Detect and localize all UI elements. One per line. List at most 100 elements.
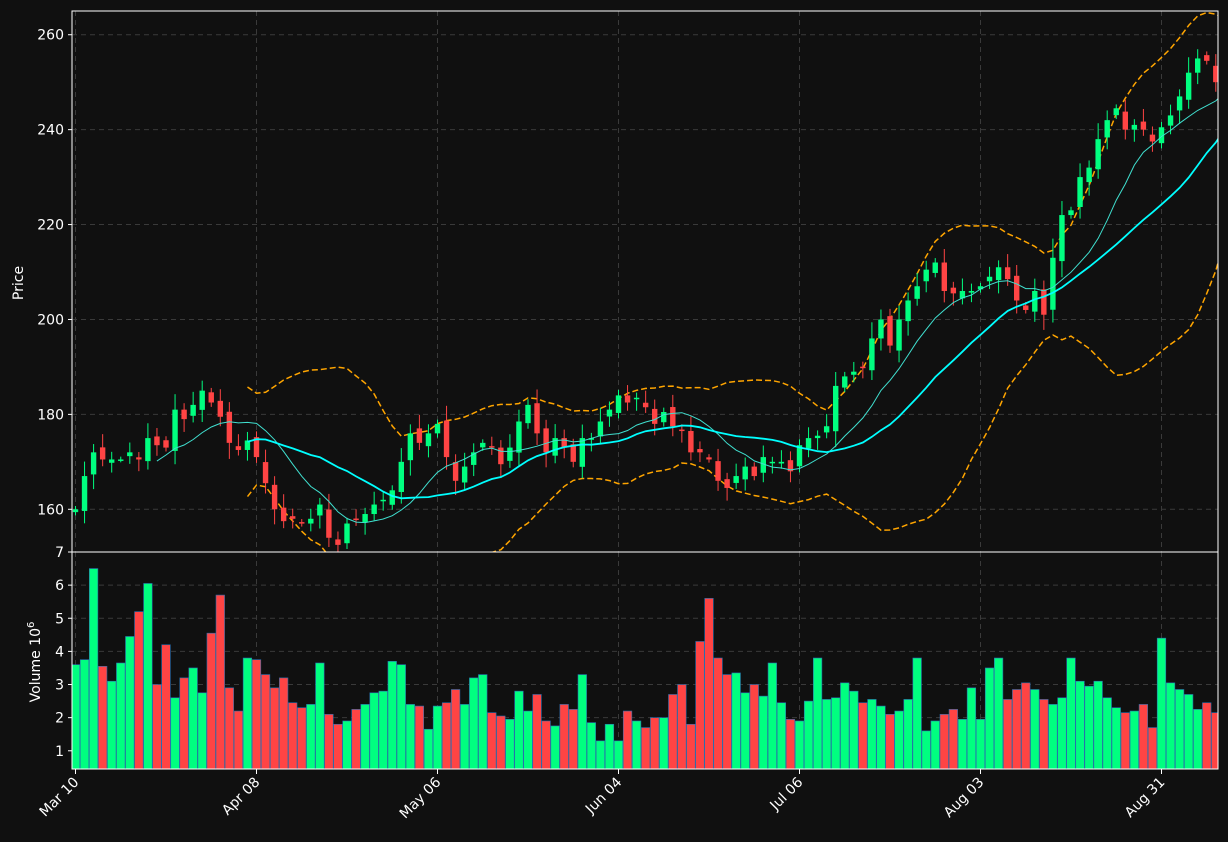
candle-body [1095, 139, 1101, 170]
volume-bar [930, 720, 940, 769]
candle-body [72, 509, 79, 513]
candle-body [452, 462, 459, 481]
volume-bar [921, 730, 931, 769]
candle-body [986, 276, 993, 282]
bollinger-bands [246, 11, 1218, 552]
candle-body [1149, 134, 1156, 142]
volume-bar [79, 659, 90, 769]
candle-body [1185, 72, 1192, 100]
volume-bar [306, 704, 316, 769]
volume-bar [1093, 680, 1103, 769]
volume-bar [912, 657, 922, 769]
candle-body [326, 509, 332, 538]
candle-body [878, 319, 884, 339]
volume-bar [396, 664, 406, 769]
volume-bar [333, 723, 343, 769]
volume-bar [260, 674, 271, 769]
candle-body [959, 290, 966, 299]
candle-body [416, 428, 423, 443]
candle-body [353, 518, 359, 521]
candle-body [1213, 65, 1218, 83]
volume-bar [288, 702, 298, 769]
volume-bar [668, 694, 678, 769]
candle-body [299, 522, 305, 524]
price-y-tick-label: 160 [37, 502, 64, 518]
volume-bar [107, 680, 117, 769]
volume-bar [686, 723, 696, 769]
candle-body [525, 404, 531, 424]
volume-bar [586, 722, 596, 769]
candle-body [697, 449, 703, 453]
volume-bar [641, 727, 651, 769]
volume-bar [233, 710, 244, 769]
volume-bar [812, 657, 823, 769]
volume-bar [432, 705, 443, 769]
candle-body [498, 447, 504, 465]
candle-body [1113, 108, 1119, 116]
candle-body [860, 366, 866, 369]
candle-body [579, 438, 585, 467]
candle-body [362, 514, 368, 523]
volume-bar [803, 700, 814, 769]
candle-body [977, 286, 984, 290]
volume-bar [206, 632, 216, 769]
volume-bar [541, 720, 551, 769]
volume-bar [622, 710, 633, 769]
volume-bar [414, 705, 425, 769]
volume-bar [975, 719, 986, 769]
candle-body [290, 516, 296, 519]
candle-body [190, 404, 196, 416]
candle-body [1059, 215, 1065, 262]
volume-bar [993, 657, 1004, 769]
volume-bar [840, 682, 850, 769]
candle-body [425, 433, 432, 447]
candle-body [461, 466, 468, 483]
moving-averages [156, 98, 1218, 524]
volume-bar [460, 704, 470, 769]
volume-bar [631, 720, 642, 769]
candle-body [796, 445, 803, 467]
volume-bar [1102, 697, 1112, 769]
volume-bar [550, 725, 560, 769]
candle-body [633, 397, 640, 400]
candle-body [1014, 275, 1020, 301]
candle-body [670, 407, 676, 427]
price-y-ticks: 160 180 200 220 240 260 [37, 28, 72, 518]
candle-body [489, 446, 495, 448]
candle-body [443, 420, 450, 458]
volume-bar [532, 694, 542, 769]
candle-body [923, 269, 929, 282]
volume-panel-frame [71, 551, 1219, 770]
volume-bar [1202, 702, 1212, 769]
volume-bar [613, 740, 624, 769]
volume-bar [1030, 689, 1040, 769]
volume-bar [1057, 697, 1067, 769]
candle-body [271, 484, 278, 510]
candle-body [543, 428, 549, 453]
volume-bar [387, 661, 397, 769]
volume-bar [1138, 704, 1148, 769]
volume-bar [179, 677, 189, 769]
candle-body [561, 438, 567, 448]
volume-bar [450, 689, 461, 769]
volume-bar [279, 677, 289, 769]
candle-body [851, 371, 857, 375]
candle-body [823, 426, 830, 433]
candle-body [308, 518, 314, 524]
volume-bar [369, 692, 379, 769]
volume-bar [342, 720, 352, 769]
candle-body [90, 452, 97, 475]
volume-bar [722, 674, 732, 769]
candle-body [172, 409, 178, 451]
candle-body [1068, 210, 1074, 216]
candle-body [688, 430, 694, 453]
volume-bar [378, 690, 388, 769]
volume-bar [1120, 712, 1130, 769]
volume-bar [1147, 727, 1158, 769]
volume-bar [876, 705, 886, 769]
volume-bar [831, 697, 841, 769]
volume-bar [1084, 685, 1094, 769]
volume-bar [134, 611, 144, 769]
volume-bar [125, 636, 135, 769]
